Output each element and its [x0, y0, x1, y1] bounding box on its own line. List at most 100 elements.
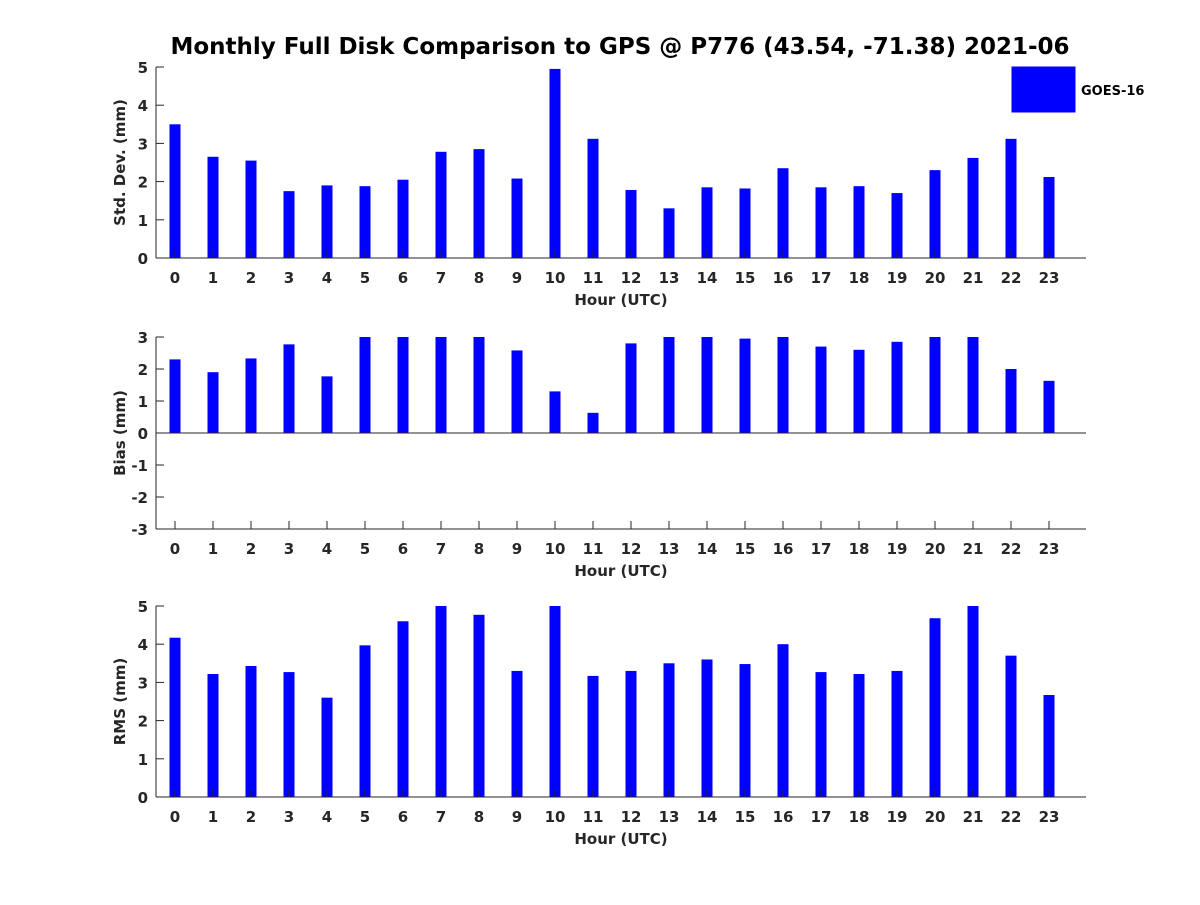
y-tick-label-1-4: 4: [138, 97, 148, 115]
bar-2-22: [1005, 369, 1017, 433]
x-tick-label-3-4: 4: [322, 808, 332, 826]
bar-3-19: [891, 670, 903, 797]
x-tick-label-1-13: 13: [659, 269, 680, 287]
bar-1-11: [587, 138, 599, 258]
x-tick-label-3-23: 23: [1039, 808, 1060, 826]
bar-3-21: [967, 606, 979, 797]
x-tick-label-2-9: 9: [512, 540, 522, 558]
x-tick-label-2-21: 21: [963, 540, 984, 558]
x-tick-label-1-2: 2: [246, 269, 256, 287]
x-tick-label-1-8: 8: [474, 269, 484, 287]
bar-3-15: [739, 664, 751, 797]
x-tick-label-3-1: 1: [208, 808, 218, 826]
bar-1-22: [1005, 138, 1017, 258]
y-tick-label-1-2: 2: [138, 174, 148, 192]
x-tick-label-3-8: 8: [474, 808, 484, 826]
y-tick-label-3-0: 0: [138, 789, 148, 807]
x-tick-label-2-22: 22: [1001, 540, 1022, 558]
x-tick-label-2-10: 10: [545, 540, 566, 558]
y-tick-label-2-1: 1: [138, 393, 148, 411]
bar-2-3: [283, 344, 295, 433]
bar-1-18: [853, 186, 865, 258]
x-tick-label-1-10: 10: [545, 269, 566, 287]
x-tick-label-1-9: 9: [512, 269, 522, 287]
x-tick-label-2-7: 7: [436, 540, 446, 558]
x-tick-label-3-17: 17: [811, 808, 832, 826]
bar-1-7: [435, 151, 447, 258]
x-tick-label-1-3: 3: [284, 269, 294, 287]
bar-2-11: [587, 412, 599, 433]
y-tick-label-1-0: 0: [138, 250, 148, 268]
bar-1-17: [815, 187, 827, 258]
x-tick-label-3-14: 14: [697, 808, 718, 826]
y-tick-label-1-1: 1: [138, 212, 148, 230]
bar-3-6: [397, 621, 409, 797]
y-tick-label-2--1: -1: [131, 457, 148, 475]
x-tick-label-2-12: 12: [621, 540, 642, 558]
bar-1-6: [397, 179, 409, 258]
bar-2-14: [701, 337, 713, 433]
bar-3-0: [169, 637, 181, 797]
x-tick-label-3-0: 0: [170, 808, 180, 826]
x-tick-label-2-23: 23: [1039, 540, 1060, 558]
y-tick-label-1-3: 3: [138, 135, 148, 153]
bar-2-21: [967, 337, 979, 433]
bar-1-9: [511, 178, 523, 258]
y-tick-label-3-3: 3: [138, 674, 148, 692]
bar-2-4: [321, 376, 333, 433]
x-tick-label-1-11: 11: [583, 269, 604, 287]
bar-3-1: [207, 674, 219, 797]
bar-3-13: [663, 663, 675, 797]
bar-1-1: [207, 156, 219, 258]
x-tick-label-3-11: 11: [583, 808, 604, 826]
x-tick-label-1-20: 20: [925, 269, 946, 287]
bar-3-14: [701, 659, 713, 797]
x-tick-label-1-7: 7: [436, 269, 446, 287]
bar-2-18: [853, 349, 865, 433]
bar-1-14: [701, 187, 713, 258]
x-tick-label-3-20: 20: [925, 808, 946, 826]
x-tick-label-2-1: 1: [208, 540, 218, 558]
bar-3-22: [1005, 655, 1017, 797]
x-tick-label-2-18: 18: [849, 540, 870, 558]
y-tick-label-2-3: 3: [138, 329, 148, 347]
y-axis-label-2: Bias (mm): [111, 390, 129, 476]
bar-3-10: [549, 606, 561, 797]
bar-3-9: [511, 670, 523, 797]
bar-3-3: [283, 672, 295, 797]
bar-3-5: [359, 645, 371, 797]
y-tick-label-2--2: -2: [131, 489, 148, 507]
bar-3-2: [245, 665, 257, 797]
x-tick-label-3-22: 22: [1001, 808, 1022, 826]
x-tick-label-3-13: 13: [659, 808, 680, 826]
x-tick-label-2-5: 5: [360, 540, 370, 558]
bar-2-17: [815, 346, 827, 433]
bar-2-15: [739, 338, 751, 433]
x-tick-label-3-19: 19: [887, 808, 908, 826]
y-axis-label-1: Std. Dev. (mm): [111, 99, 129, 226]
x-tick-label-1-14: 14: [697, 269, 718, 287]
bar-2-8: [473, 337, 485, 433]
bar-1-12: [625, 190, 637, 258]
bar-1-2: [245, 160, 257, 258]
bar-3-4: [321, 697, 333, 797]
x-tick-label-2-6: 6: [398, 540, 408, 558]
x-tick-label-1-19: 19: [887, 269, 908, 287]
bar-2-20: [929, 337, 941, 433]
x-tick-label-2-17: 17: [811, 540, 832, 558]
x-tick-label-1-21: 21: [963, 269, 984, 287]
y-axis-label-3: RMS (mm): [111, 658, 129, 745]
y-tick-label-3-5: 5: [138, 598, 148, 616]
legend: GOES-16: [1011, 66, 1144, 113]
bar-3-18: [853, 674, 865, 797]
x-tick-label-2-3: 3: [284, 540, 294, 558]
y-tick-label-2--3: -3: [131, 521, 148, 539]
bar-1-4: [321, 185, 333, 258]
bar-1-3: [283, 191, 295, 258]
x-tick-label-2-16: 16: [773, 540, 794, 558]
x-tick-label-2-20: 20: [925, 540, 946, 558]
bar-1-20: [929, 170, 941, 258]
bar-1-19: [891, 193, 903, 258]
